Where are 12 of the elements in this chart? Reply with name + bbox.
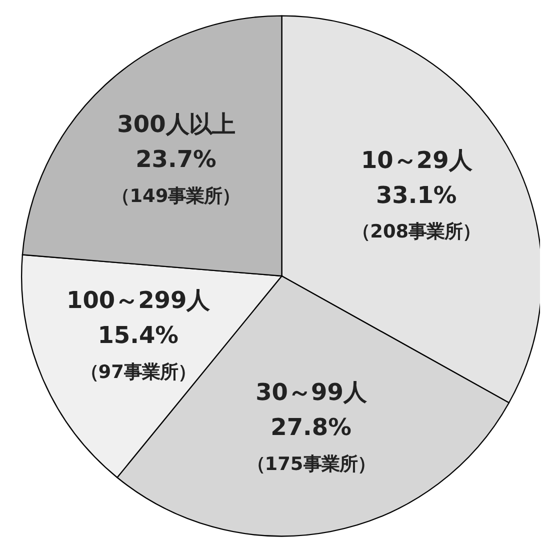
slice-label: 300人以上	[117, 111, 235, 138]
data-label: 33.1%	[376, 182, 457, 209]
slice-label: 30～99人	[256, 379, 368, 406]
text: （149事業所）	[112, 186, 240, 207]
data-label: 27.8%	[270, 414, 352, 442]
text: （97事業所）	[80, 362, 196, 383]
slice-label: 100～299人	[66, 286, 211, 314]
data-label: 15.4%	[98, 322, 179, 349]
slice-label: 10～29人	[360, 146, 473, 174]
text: （208事業所）	[352, 222, 481, 243]
text: （175事業所）	[246, 454, 376, 476]
data-label: 23.7%	[136, 146, 216, 174]
